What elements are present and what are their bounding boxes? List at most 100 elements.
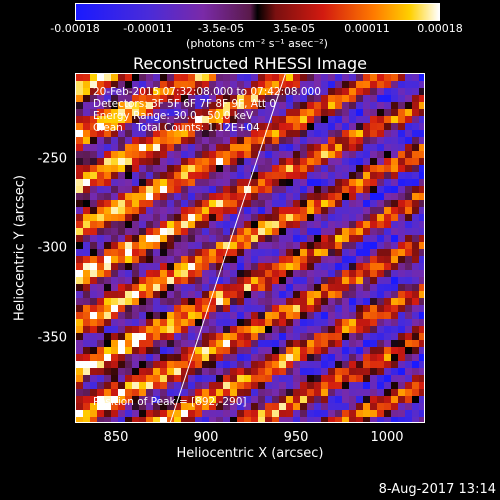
heatmap-cell xyxy=(363,123,370,130)
heatmap-cell xyxy=(83,102,90,109)
heatmap-cell xyxy=(384,354,391,361)
heatmap-cell xyxy=(230,102,237,109)
heatmap-cell xyxy=(412,256,419,263)
heatmap-cell xyxy=(342,235,349,242)
heatmap-cell xyxy=(97,410,104,417)
heatmap-cell xyxy=(139,368,146,375)
heatmap-cell xyxy=(202,137,209,144)
heatmap-cell xyxy=(258,88,265,95)
heatmap-cell xyxy=(223,221,230,228)
heatmap-cell xyxy=(314,389,321,396)
heatmap-cell xyxy=(405,354,412,361)
heatmap-cell xyxy=(174,368,181,375)
heatmap-cell xyxy=(97,88,104,95)
heatmap-cell xyxy=(174,263,181,270)
heatmap-cell xyxy=(377,284,384,291)
heatmap-cell xyxy=(363,74,370,81)
heatmap-cell xyxy=(216,228,223,235)
heatmap-cell xyxy=(405,270,412,277)
heatmap-cell xyxy=(195,242,202,249)
heatmap-cell xyxy=(286,116,293,123)
heatmap-cell xyxy=(146,396,153,403)
heatmap-cell xyxy=(125,305,132,312)
heatmap-cell xyxy=(321,277,328,284)
heatmap-cell xyxy=(209,235,216,242)
heatmap-cell xyxy=(160,102,167,109)
heatmap-cell xyxy=(405,193,412,200)
heatmap-cell xyxy=(300,347,307,354)
heatmap-cell xyxy=(384,200,391,207)
heatmap-cell xyxy=(356,207,363,214)
heatmap-cell xyxy=(83,228,90,235)
heatmap-cell xyxy=(272,221,279,228)
heatmap-cell xyxy=(167,116,174,123)
heatmap-cell xyxy=(146,319,153,326)
heatmap-cell xyxy=(321,74,328,81)
heatmap-cell xyxy=(118,291,125,298)
heatmap-cell xyxy=(307,291,314,298)
heatmap-cell xyxy=(335,200,342,207)
heatmap-cell xyxy=(209,123,216,130)
heatmap-cell xyxy=(286,123,293,130)
heatmap-cell xyxy=(314,312,321,319)
heatmap-cell xyxy=(139,88,146,95)
heatmap-cell xyxy=(146,256,153,263)
heatmap-cell xyxy=(307,389,314,396)
heatmap-cell xyxy=(272,172,279,179)
heatmap-cell xyxy=(279,109,286,116)
heatmap-cell xyxy=(237,382,244,389)
heatmap-cell xyxy=(265,95,272,102)
heatmap-cell xyxy=(398,305,405,312)
heatmap-cell xyxy=(314,305,321,312)
heatmap-cell xyxy=(286,319,293,326)
heatmap-cell xyxy=(272,340,279,347)
heatmap-cell xyxy=(202,270,209,277)
heatmap-cell xyxy=(412,88,419,95)
heatmap-cell xyxy=(307,200,314,207)
heatmap-cell xyxy=(76,116,83,123)
heatmap-cell xyxy=(314,256,321,263)
heatmap-cell xyxy=(139,312,146,319)
heatmap-cell xyxy=(195,172,202,179)
heatmap-cell xyxy=(160,312,167,319)
heatmap-cell xyxy=(265,74,272,81)
heatmap-cell xyxy=(258,291,265,298)
heatmap-cell xyxy=(391,305,398,312)
heatmap-cell xyxy=(230,410,237,417)
heatmap-cell xyxy=(90,319,97,326)
heatmap-cell xyxy=(377,340,384,347)
heatmap-cell xyxy=(314,186,321,193)
heatmap-cell xyxy=(125,277,132,284)
heatmap-cell xyxy=(139,403,146,410)
heatmap-cell xyxy=(307,396,314,403)
heatmap-cell xyxy=(321,382,328,389)
heatmap-cell xyxy=(370,319,377,326)
heatmap-cell xyxy=(300,81,307,88)
heatmap-cell xyxy=(216,249,223,256)
heatmap-cell xyxy=(153,284,160,291)
heatmap-cell xyxy=(314,144,321,151)
heatmap-cell xyxy=(97,277,104,284)
heatmap-cell xyxy=(83,403,90,410)
heatmap-cell xyxy=(181,179,188,186)
heatmap-cell xyxy=(356,375,363,382)
heatmap-cell xyxy=(237,305,244,312)
heatmap-cell xyxy=(405,312,412,319)
heatmap-cell xyxy=(300,263,307,270)
heatmap-cell xyxy=(188,396,195,403)
heatmap-cell xyxy=(244,207,251,214)
heatmap-cell xyxy=(90,375,97,382)
heatmap-cell xyxy=(230,347,237,354)
heatmap-cell xyxy=(132,172,139,179)
heatmap-cell xyxy=(384,151,391,158)
heatmap-cell xyxy=(384,123,391,130)
heatmap-cell xyxy=(251,354,258,361)
heatmap-cell xyxy=(307,305,314,312)
heatmap-cell xyxy=(153,291,160,298)
heatmap-cell xyxy=(244,333,251,340)
heatmap-cell xyxy=(146,116,153,123)
heatmap-cell xyxy=(132,340,139,347)
heatmap-cell xyxy=(370,116,377,123)
heatmap-cell xyxy=(307,95,314,102)
heatmap-cell xyxy=(356,186,363,193)
